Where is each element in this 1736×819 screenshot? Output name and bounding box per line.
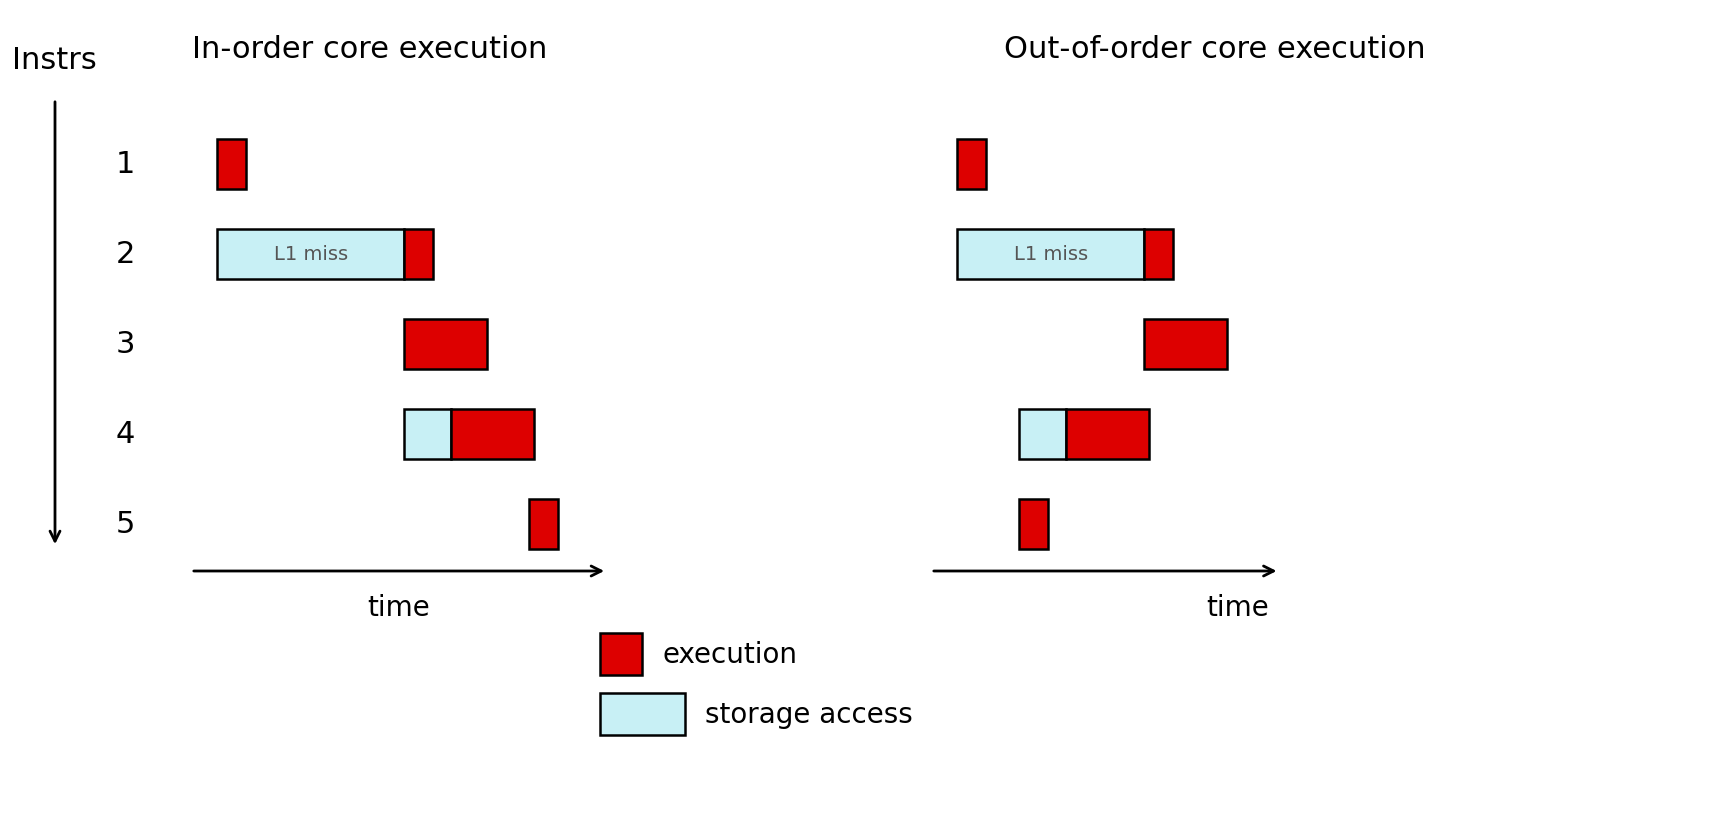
FancyBboxPatch shape: [1019, 500, 1049, 550]
FancyBboxPatch shape: [1144, 319, 1227, 369]
Text: 1: 1: [115, 151, 135, 179]
FancyBboxPatch shape: [601, 633, 642, 675]
FancyBboxPatch shape: [957, 229, 1144, 279]
FancyBboxPatch shape: [217, 229, 404, 279]
FancyBboxPatch shape: [1066, 410, 1149, 459]
Text: 5: 5: [115, 510, 135, 539]
FancyBboxPatch shape: [451, 410, 535, 459]
Text: 2: 2: [115, 240, 135, 269]
FancyBboxPatch shape: [404, 410, 451, 459]
Text: 4: 4: [115, 420, 135, 449]
FancyBboxPatch shape: [217, 140, 245, 190]
FancyBboxPatch shape: [529, 500, 557, 550]
FancyBboxPatch shape: [1144, 229, 1174, 279]
Text: L1 miss: L1 miss: [1014, 245, 1088, 265]
FancyBboxPatch shape: [404, 229, 432, 279]
Text: storage access: storage access: [705, 700, 913, 728]
FancyBboxPatch shape: [601, 693, 686, 735]
Text: L1 miss: L1 miss: [274, 245, 347, 265]
Text: time: time: [1207, 593, 1269, 622]
FancyBboxPatch shape: [404, 319, 488, 369]
FancyBboxPatch shape: [1019, 410, 1066, 459]
Text: time: time: [368, 593, 431, 622]
Text: execution: execution: [661, 640, 797, 668]
Text: In-order core execution: In-order core execution: [193, 35, 547, 65]
FancyBboxPatch shape: [957, 140, 986, 190]
Text: Instrs: Instrs: [12, 46, 97, 75]
Text: Out-of-order core execution: Out-of-order core execution: [1003, 35, 1425, 65]
Text: 3: 3: [115, 330, 135, 359]
